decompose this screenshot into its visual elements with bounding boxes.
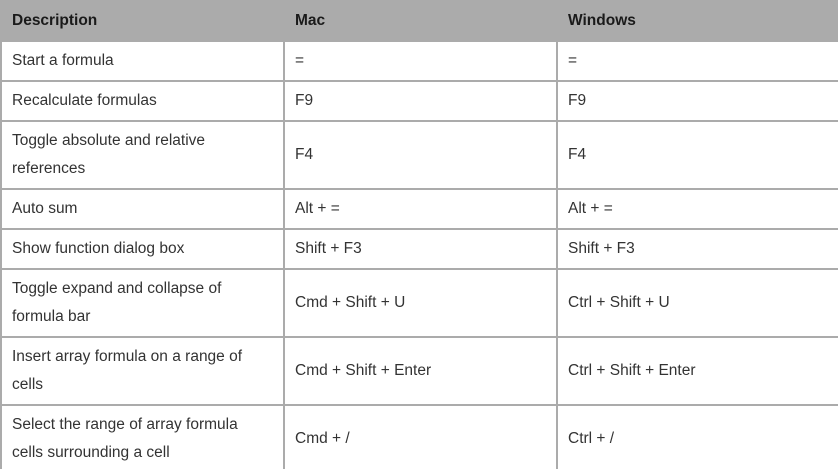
table-header: Description Mac Windows — [0, 0, 838, 42]
mac-cell: Cmd + Shift + Enter — [283, 336, 558, 406]
description-cell: Toggle absolute and relative references — [0, 120, 285, 190]
table-row: Toggle expand and collapse of formula ba… — [0, 268, 838, 338]
mac-cell: Cmd + Shift + U — [283, 268, 558, 338]
description-cell: Toggle expand and collapse of formula ba… — [0, 268, 285, 338]
column-header-windows: Windows — [556, 0, 838, 42]
column-header-mac: Mac — [283, 0, 558, 42]
mac-cell: F4 — [283, 120, 558, 190]
mac-cell: Shift + F3 — [283, 228, 558, 270]
windows-cell: Ctrl + Shift + Enter — [556, 336, 838, 406]
mac-cell: Cmd + / — [283, 404, 558, 469]
description-cell: Insert array formula on a range of cells — [0, 336, 285, 406]
column-header-description: Description — [0, 0, 285, 42]
mac-cell: Alt + = — [283, 188, 558, 230]
windows-cell: Shift + F3 — [556, 228, 838, 270]
mac-cell: = — [283, 40, 558, 82]
windows-cell: Ctrl + Shift + U — [556, 268, 838, 338]
mac-cell: F9 — [283, 80, 558, 122]
table-row: Start a formula = = — [0, 40, 838, 82]
windows-cell: Ctrl + / — [556, 404, 838, 469]
description-cell: Show function dialog box — [0, 228, 285, 270]
table-row: Insert array formula on a range of cells… — [0, 336, 838, 406]
windows-cell: F4 — [556, 120, 838, 190]
description-cell: Recalculate formulas — [0, 80, 285, 122]
table-body: Start a formula = = Recalculate formulas F9 F… — [0, 40, 838, 469]
table-row: Recalculate formulas F9 F9 — [0, 80, 838, 122]
description-cell: Select the range of array formula cells … — [0, 404, 285, 469]
description-cell: Start a formula — [0, 40, 285, 82]
table-row: Auto sum Alt + = Alt + = — [0, 188, 838, 230]
windows-cell: F9 — [556, 80, 838, 122]
header-row: Description Mac Windows — [0, 0, 838, 42]
windows-cell: Alt + = — [556, 188, 838, 230]
table-row: Toggle absolute and relative references F… — [0, 120, 838, 190]
table-row: Select the range of array formula cells … — [0, 404, 838, 469]
table-row: Show function dialog box Shift + F3 Shift … — [0, 228, 838, 270]
description-cell: Auto sum — [0, 188, 285, 230]
windows-cell: = — [556, 40, 838, 82]
